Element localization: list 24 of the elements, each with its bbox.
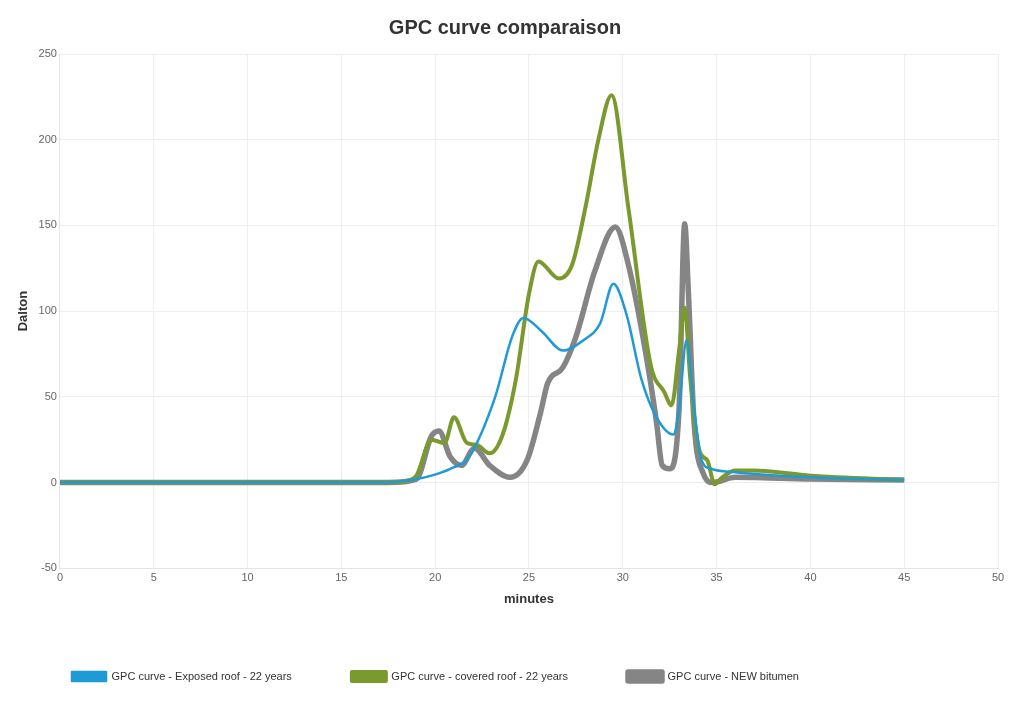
legend-label: GPC curve - Exposed roof - 22 years <box>111 669 293 682</box>
y-tick-label: 0 <box>50 475 57 488</box>
x-tick-label: 50 <box>991 570 1005 583</box>
x-axis-title: minutes <box>504 590 554 606</box>
y-axis-title: Dalton <box>15 290 31 332</box>
line-series <box>59 282 906 484</box>
chart-title: GPC curve comparaison <box>388 15 622 38</box>
x-tick-label: 40 <box>804 570 817 583</box>
x-tick-label: 15 <box>335 570 348 583</box>
y-tick-label: 50 <box>44 389 57 402</box>
x-tick-label: 20 <box>429 570 442 583</box>
y-tick-label: 250 <box>38 47 57 60</box>
legend-label: GPC curve - covered roof - 22 years <box>391 669 569 682</box>
y-tick-label: 150 <box>38 218 57 231</box>
y-tick-label: 100 <box>38 304 57 317</box>
y-tick-label: -50 <box>41 561 57 574</box>
x-tick-label: 10 <box>241 570 254 583</box>
legend-label: GPC curve - NEW bitumen <box>667 669 799 682</box>
y-tick-label: 200 <box>38 132 57 145</box>
x-tick-label: 30 <box>616 570 629 583</box>
x-tick-label: 25 <box>522 570 536 583</box>
x-tick-label: 35 <box>710 570 723 583</box>
x-tick-label: 45 <box>898 570 911 583</box>
x-tick-label: 5 <box>150 570 157 583</box>
